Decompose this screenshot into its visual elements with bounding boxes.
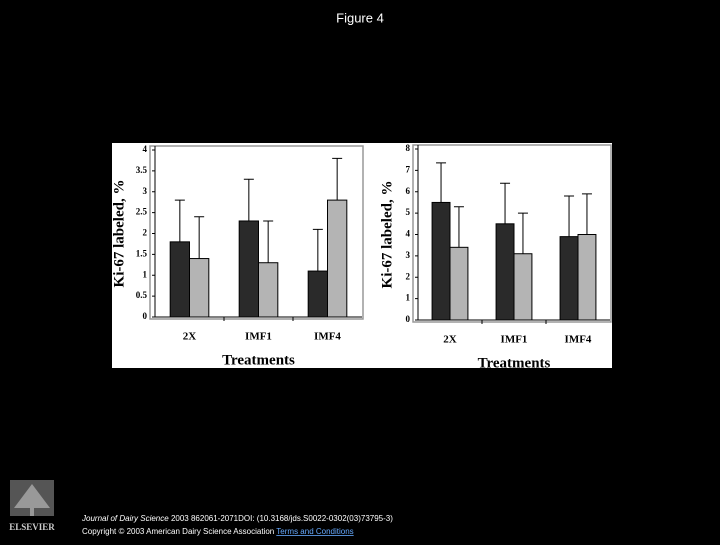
plot-frame	[412, 144, 612, 323]
y-tick-label: 5	[406, 207, 411, 217]
y-tick-label: 4	[143, 144, 148, 154]
bar	[169, 241, 190, 318]
error-bar	[581, 193, 592, 235]
citation: 2003 862061-2071DOI: (10.3168/jds.S0022-…	[171, 514, 393, 523]
x-tick-label: IMF4	[314, 331, 341, 343]
x-tick-label: IMF1	[245, 331, 272, 343]
y-axis-label: Ki-67 labeled, %	[111, 180, 127, 288]
error-bar	[500, 182, 511, 224]
x-axis-label: Treatments	[478, 355, 551, 371]
bar	[238, 220, 259, 318]
y-tick-label: 3.5	[136, 165, 148, 175]
error-bar	[243, 178, 254, 221]
x-tick-label: IMF1	[501, 334, 528, 346]
y-axis-label: Ki-67 labeled, %	[379, 181, 395, 289]
bar	[559, 236, 579, 321]
error-bar	[332, 157, 343, 201]
terms-link[interactable]: Terms and Conditions	[276, 527, 353, 536]
x-tick-label: 2X	[443, 334, 457, 346]
error-bar	[436, 162, 447, 203]
bar	[258, 262, 279, 318]
footer-citation-line: Journal of Dairy Science 2003 862061-207…	[81, 514, 393, 523]
bar	[513, 253, 533, 321]
journal-name: Journal of Dairy Science	[81, 514, 169, 523]
x-axis-label: Treatments	[222, 352, 295, 368]
error-bar	[517, 212, 528, 254]
bar	[495, 223, 515, 321]
y-tick-label: 2.5	[136, 207, 148, 217]
bar	[449, 246, 469, 321]
y-tick-label: 0	[406, 314, 411, 324]
y-tick-label: 0.5	[136, 290, 148, 300]
error-bar	[174, 199, 185, 242]
logo-tree-shape	[14, 484, 50, 516]
bar	[189, 258, 210, 318]
y-tick-label: 1	[406, 293, 411, 303]
y-tick-label: 3	[406, 250, 411, 260]
error-bar	[564, 195, 575, 237]
x-tick-label: IMF4	[565, 334, 592, 346]
y-tick-label: 8	[406, 143, 411, 153]
y-tick-label: 2	[143, 228, 148, 238]
y-tick-label: 3	[143, 186, 148, 196]
copyright: Copyright © 2003 American Dairy Science …	[82, 527, 274, 536]
y-tick-label: 1.5	[136, 248, 148, 258]
bar	[307, 270, 328, 318]
y-tick-label: 2	[406, 271, 411, 281]
y-tick-label: 0	[143, 311, 148, 321]
x-tick-label: 2X	[183, 331, 197, 343]
logo-text: ELSEVIER	[9, 522, 55, 532]
footer-copyright-line: Copyright © 2003 American Dairy Science …	[82, 527, 354, 536]
elsevier-logo: ELSEVIER	[9, 480, 55, 532]
error-bar	[312, 228, 323, 272]
error-bar	[453, 206, 464, 248]
error-bar	[194, 216, 205, 259]
y-tick-label: 4	[406, 229, 411, 239]
bar	[577, 234, 597, 321]
plot-frame	[149, 145, 364, 320]
y-tick-label: 1	[143, 269, 148, 279]
y-tick-label: 7	[406, 164, 411, 174]
error-bar	[263, 220, 274, 263]
y-tick-label: 6	[406, 186, 411, 196]
bar	[327, 199, 348, 318]
bar	[431, 201, 451, 321]
figure-title: Figure 4	[336, 10, 384, 25]
